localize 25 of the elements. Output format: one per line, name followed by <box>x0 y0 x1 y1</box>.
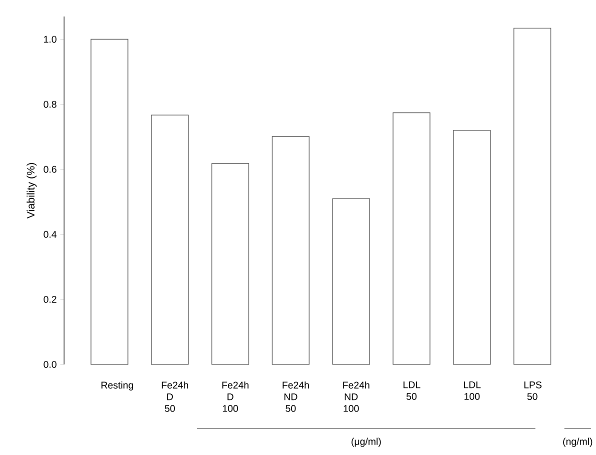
bar <box>151 114 189 365</box>
y-tick-label: 0.0 <box>44 361 56 368</box>
y-tick-label: 0.4 <box>44 231 57 238</box>
text: (ng/ml) <box>563 438 592 447</box>
x-tick-label: Fe24h D 100 <box>222 382 248 412</box>
x-tick-label: LDL 50 <box>404 382 420 400</box>
bar <box>392 112 430 365</box>
bar <box>90 39 128 365</box>
x-tick-label: LDL 100 <box>464 382 481 400</box>
x-tick-label: LPS 50 <box>524 382 542 400</box>
bar <box>453 130 491 365</box>
y-tick-label: 1.0 <box>44 36 56 43</box>
y-tick-label: 0.2 <box>44 296 56 303</box>
x-tick-label: Fe24h ND 100 <box>343 382 370 412</box>
bar <box>272 136 310 365</box>
bar <box>211 163 250 365</box>
x-tick-label: Fe24h ND 50 <box>282 382 309 412</box>
y-tick-label: 0.6 <box>44 166 56 173</box>
bar <box>514 28 552 365</box>
x-tick-label: Resting <box>101 382 134 391</box>
text: (μg/ml) <box>352 438 381 447</box>
y-axis-title: Viability (%) <box>26 163 37 219</box>
y-tick-label: 0.8 <box>44 100 56 108</box>
x-tick-label: Fe24h D 50 <box>162 382 188 412</box>
bar <box>332 198 370 365</box>
